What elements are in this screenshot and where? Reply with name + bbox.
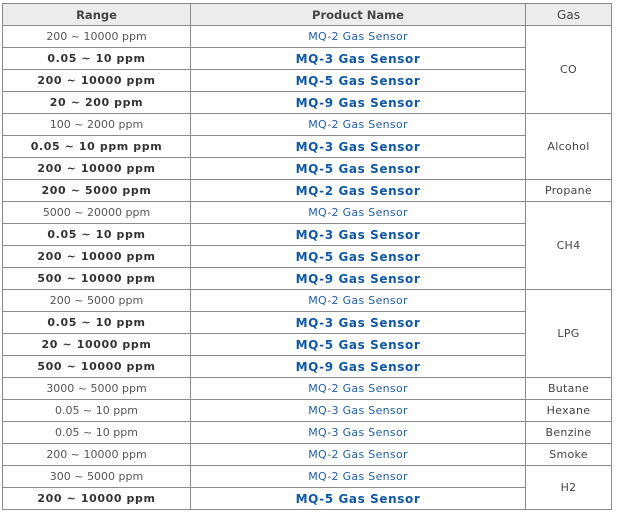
range-cell: 200 ~ 5000 ppm bbox=[2, 179, 191, 202]
product-name-cell: MQ-2 Gas Sensor bbox=[190, 113, 526, 136]
table-body: 200 ~ 10000 ppm MQ-2 Gas Sensor CO 0.05 ~ 1… bbox=[2, 25, 612, 510]
table-row: 200 ~ 5000 ppm MQ-2 Gas Sensor Propane bbox=[2, 179, 612, 202]
range-cell: 20 ~ 10000 ppm bbox=[2, 333, 191, 356]
product-name-cell: MQ-5 Gas Sensor bbox=[190, 333, 526, 356]
table-row: 200 ~ 10000 ppm MQ-5 Gas Sensor bbox=[2, 487, 612, 510]
product-name-cell: MQ-3 Gas Sensor bbox=[190, 421, 526, 444]
product-name-cell: MQ-3 Gas Sensor bbox=[190, 135, 526, 158]
table-row: 500 ~ 10000 ppm MQ-9 Gas Sensor bbox=[2, 355, 612, 378]
product-name-cell: MQ-3 Gas Sensor bbox=[190, 311, 526, 334]
range-cell: 200 ~ 10000 ppm bbox=[2, 245, 191, 268]
gas-sensor-table: Range Product Name Gas 200 ~ 10000 ppm MQ… bbox=[2, 3, 612, 510]
table-row: 0.05 ~ 10 ppm MQ-3 Gas Sensor bbox=[2, 47, 612, 70]
gas-cell: Alcohol bbox=[525, 113, 612, 180]
product-name-cell: MQ-5 Gas Sensor bbox=[190, 157, 526, 180]
table-row: 200 ~ 10000 ppm MQ-5 Gas Sensor bbox=[2, 157, 612, 180]
range-cell: 5000 ~ 20000 ppm bbox=[2, 201, 191, 224]
product-name-cell: MQ-5 Gas Sensor bbox=[190, 69, 526, 92]
product-name-cell: MQ-3 Gas Sensor bbox=[190, 399, 526, 422]
product-name-cell: MQ-3 Gas Sensor bbox=[190, 223, 526, 246]
range-cell: 200 ~ 10000 ppm bbox=[2, 69, 191, 92]
product-name-cell: MQ-2 Gas Sensor bbox=[190, 443, 526, 466]
product-name-cell: MQ-2 Gas Sensor bbox=[190, 179, 526, 202]
product-name-cell: MQ-2 Gas Sensor bbox=[190, 25, 526, 48]
gas-cell: H2 bbox=[525, 465, 612, 510]
range-cell: 3000 ~ 5000 ppm bbox=[2, 377, 191, 400]
product-name-cell: MQ-9 Gas Sensor bbox=[190, 355, 526, 378]
table-row: 0.05 ~ 10 ppm MQ-3 Gas Sensor bbox=[2, 223, 612, 246]
range-cell: 0.05 ~ 10 ppm bbox=[2, 421, 191, 444]
range-header: Range bbox=[2, 3, 191, 26]
gas-header: Gas bbox=[525, 3, 612, 26]
product-name-cell: MQ-2 Gas Sensor bbox=[190, 377, 526, 400]
gas-cell: Propane bbox=[525, 179, 612, 202]
product-name-cell: MQ-2 Gas Sensor bbox=[190, 289, 526, 312]
table-row: 5000 ~ 20000 ppm MQ-2 Gas Sensor CH4 bbox=[2, 201, 612, 290]
product-name-header: Product Name bbox=[190, 3, 526, 26]
table-row: 200 ~ 10000 ppm MQ-5 Gas Sensor bbox=[2, 69, 612, 92]
product-name-cell: MQ-9 Gas Sensor bbox=[190, 91, 526, 114]
range-cell: 300 ~ 5000 ppm bbox=[2, 465, 191, 488]
gas-cell: CO bbox=[525, 25, 612, 114]
table-row: 3000 ~ 5000 ppm MQ-2 Gas Sensor Butane bbox=[2, 377, 612, 400]
table-row: 200 ~ 10000 ppm MQ-2 Gas Sensor CO bbox=[2, 25, 612, 114]
product-name-cell: MQ-5 Gas Sensor bbox=[190, 487, 526, 510]
table-row: 0.05 ~ 10 ppm ppm MQ-3 Gas Sensor bbox=[2, 135, 612, 158]
gas-cell: Benzine bbox=[525, 421, 612, 444]
gas-cell: Butane bbox=[525, 377, 612, 400]
table-row: 200 ~ 10000 ppm MQ-2 Gas Sensor Smoke bbox=[2, 443, 612, 466]
range-cell: 200 ~ 10000 ppm bbox=[2, 487, 191, 510]
table-row: 100 ~ 2000 ppm MQ-2 Gas Sensor Alcohol bbox=[2, 113, 612, 180]
table-row: 500 ~ 10000 ppm MQ-9 Gas Sensor bbox=[2, 267, 612, 290]
range-cell: 200 ~ 5000 ppm bbox=[2, 289, 191, 312]
table-row: 0.05 ~ 10 ppm MQ-3 Gas Sensor Hexane bbox=[2, 399, 612, 422]
product-name-cell: MQ-9 Gas Sensor bbox=[190, 267, 526, 290]
range-cell: 200 ~ 10000 ppm bbox=[2, 443, 191, 466]
table-row: 20 ~ 200 ppm MQ-9 Gas Sensor bbox=[2, 91, 612, 114]
gas-cell: Hexane bbox=[525, 399, 612, 422]
table-row: 200 ~ 10000 ppm MQ-5 Gas Sensor bbox=[2, 245, 612, 268]
range-cell: 20 ~ 200 ppm bbox=[2, 91, 191, 114]
table-row: 200 ~ 5000 ppm MQ-2 Gas Sensor LPG bbox=[2, 289, 612, 378]
gas-cell: Smoke bbox=[525, 443, 612, 466]
range-cell: 200 ~ 10000 ppm bbox=[2, 25, 191, 48]
product-name-cell: MQ-5 Gas Sensor bbox=[190, 245, 526, 268]
header-row: Range Product Name Gas bbox=[2, 3, 612, 26]
range-cell: 0.05 ~ 10 ppm bbox=[2, 311, 191, 334]
product-name-cell: MQ-2 Gas Sensor bbox=[190, 201, 526, 224]
product-name-cell: MQ-2 Gas Sensor bbox=[190, 465, 526, 488]
range-cell: 0.05 ~ 10 ppm bbox=[2, 399, 191, 422]
table-row: 300 ~ 5000 ppm MQ-2 Gas Sensor H2 bbox=[2, 465, 612, 510]
product-name-cell: MQ-3 Gas Sensor bbox=[190, 47, 526, 70]
range-cell: 100 ~ 2000 ppm bbox=[2, 113, 191, 136]
table-row: 0.05 ~ 10 ppm MQ-3 Gas Sensor bbox=[2, 311, 612, 334]
table-row: 0.05 ~ 10 ppm MQ-3 Gas Sensor Benzine bbox=[2, 421, 612, 444]
range-cell: 0.05 ~ 10 ppm ppm bbox=[2, 135, 191, 158]
gas-cell: CH4 bbox=[525, 201, 612, 290]
gas-cell: LPG bbox=[525, 289, 612, 378]
table-row: 20 ~ 10000 ppm MQ-5 Gas Sensor bbox=[2, 333, 612, 356]
range-cell: 200 ~ 10000 ppm bbox=[2, 157, 191, 180]
range-cell: 500 ~ 10000 ppm bbox=[2, 267, 191, 290]
range-cell: 500 ~ 10000 ppm bbox=[2, 355, 191, 378]
range-cell: 0.05 ~ 10 ppm bbox=[2, 223, 191, 246]
range-cell: 0.05 ~ 10 ppm bbox=[2, 47, 191, 70]
